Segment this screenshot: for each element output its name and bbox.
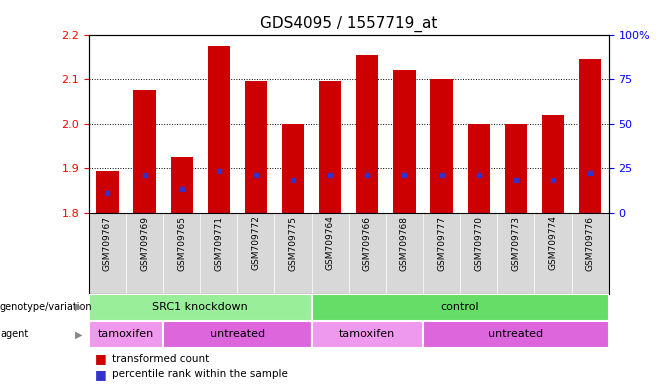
Text: GSM709769: GSM709769: [140, 215, 149, 271]
Text: ■: ■: [95, 353, 111, 366]
Bar: [89, 294, 312, 321]
Text: GSM709772: GSM709772: [251, 215, 261, 270]
Bar: [312, 294, 609, 321]
Bar: [170, 157, 193, 213]
Text: untreated: untreated: [210, 329, 265, 339]
Text: ▶: ▶: [75, 329, 82, 339]
Text: GSM709765: GSM709765: [177, 215, 186, 271]
Text: GSM709773: GSM709773: [511, 215, 520, 271]
Bar: [542, 115, 564, 213]
Text: GSM709770: GSM709770: [474, 215, 483, 271]
Text: control: control: [441, 302, 480, 312]
Bar: [430, 79, 453, 213]
Bar: [282, 124, 304, 213]
Bar: [579, 59, 601, 213]
Text: genotype/variation: genotype/variation: [0, 302, 93, 312]
Text: ■: ■: [95, 368, 111, 381]
Text: agent: agent: [0, 329, 28, 339]
Bar: [96, 171, 118, 213]
Text: GSM709775: GSM709775: [289, 215, 297, 271]
Bar: [245, 81, 267, 213]
Text: tamoxifen: tamoxifen: [98, 329, 154, 339]
Bar: [134, 90, 156, 213]
Bar: [423, 321, 609, 348]
Bar: [163, 321, 312, 348]
Title: GDS4095 / 1557719_at: GDS4095 / 1557719_at: [260, 16, 438, 32]
Bar: [393, 70, 416, 213]
Bar: [468, 124, 490, 213]
Text: SRC1 knockdown: SRC1 knockdown: [153, 302, 248, 312]
Text: GSM709774: GSM709774: [549, 215, 557, 270]
Text: GSM709766: GSM709766: [363, 215, 372, 271]
Bar: [89, 321, 163, 348]
Bar: [356, 55, 378, 213]
Bar: [208, 46, 230, 213]
Text: GSM709768: GSM709768: [400, 215, 409, 271]
Text: ▶: ▶: [75, 302, 82, 312]
Text: tamoxifen: tamoxifen: [339, 329, 395, 339]
Text: transformed count: transformed count: [112, 354, 209, 364]
Bar: [312, 321, 423, 348]
Text: percentile rank within the sample: percentile rank within the sample: [112, 369, 288, 379]
Text: GSM709767: GSM709767: [103, 215, 112, 271]
Text: GSM709777: GSM709777: [437, 215, 446, 271]
Text: GSM709764: GSM709764: [326, 215, 335, 270]
Bar: [319, 81, 342, 213]
Text: GSM709776: GSM709776: [586, 215, 595, 271]
Text: untreated: untreated: [488, 329, 544, 339]
Text: GSM709771: GSM709771: [215, 215, 223, 271]
Bar: [505, 124, 527, 213]
